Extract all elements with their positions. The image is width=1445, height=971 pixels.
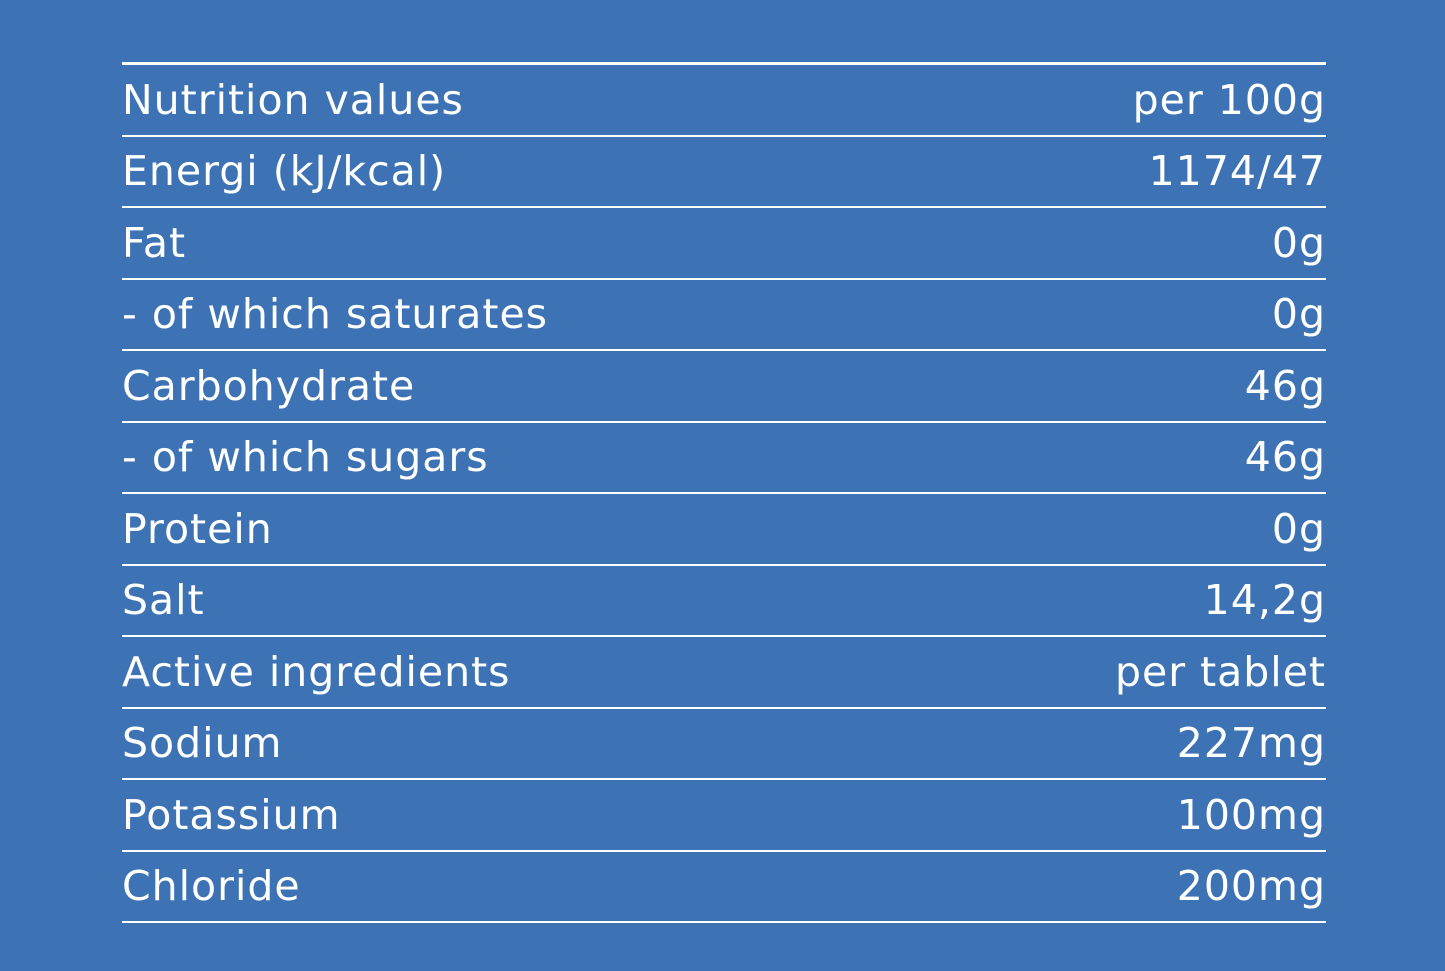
nutrient-value: 46g xyxy=(1244,361,1326,410)
nutrient-label: Fat xyxy=(122,218,187,267)
table-row: Energi (kJ/kcal) 1174/47 xyxy=(122,137,1326,208)
nutrient-label: Salt xyxy=(122,576,205,625)
nutrient-value: per 100g xyxy=(1132,75,1326,124)
nutrient-label: - of which sugars xyxy=(122,433,489,482)
nutrient-value: 1174/47 xyxy=(1148,147,1326,196)
table-row: Nutrition values per 100g xyxy=(122,65,1326,137)
table-row: Salt 14,2g xyxy=(122,566,1326,637)
nutrient-label: - of which saturates xyxy=(122,290,549,339)
nutrient-label: Energi (kJ/kcal) xyxy=(122,147,447,196)
nutrient-value: 100mg xyxy=(1176,790,1326,839)
nutrient-label: Potassium xyxy=(122,790,341,839)
nutrient-value: 0g xyxy=(1271,290,1326,339)
table-row: Protein 0g xyxy=(122,494,1326,566)
nutrient-label: Protein xyxy=(122,504,273,553)
table-row: - of which saturates 0g xyxy=(122,280,1326,351)
table-row: Active ingredients per tablet xyxy=(122,637,1326,709)
nutrient-value: 46g xyxy=(1244,433,1326,482)
nutrient-value: 0g xyxy=(1271,504,1326,553)
nutrient-label: Active ingredients xyxy=(122,647,511,696)
table-row: - of which sugars 46g xyxy=(122,423,1326,494)
nutrition-table: Nutrition values per 100g Energi (kJ/kcal)… xyxy=(122,62,1326,923)
nutrient-value: 200mg xyxy=(1176,862,1326,911)
nutrient-label: Nutrition values xyxy=(122,75,464,124)
nutrient-label: Sodium xyxy=(122,719,283,768)
table-row: Carbohydrate 46g xyxy=(122,351,1326,423)
nutrient-label: Carbohydrate xyxy=(122,361,416,410)
nutrient-label: Chloride xyxy=(122,862,301,911)
table-row: Fat 0g xyxy=(122,208,1326,280)
nutrient-value: per tablet xyxy=(1114,647,1326,696)
nutrient-value: 0g xyxy=(1271,218,1326,267)
nutrient-value: 227mg xyxy=(1176,719,1326,768)
nutrient-value: 14,2g xyxy=(1203,576,1326,625)
table-row: Sodium 227mg xyxy=(122,709,1326,780)
table-row: Chloride 200mg xyxy=(122,852,1326,923)
table-row: Potassium 100mg xyxy=(122,780,1326,852)
